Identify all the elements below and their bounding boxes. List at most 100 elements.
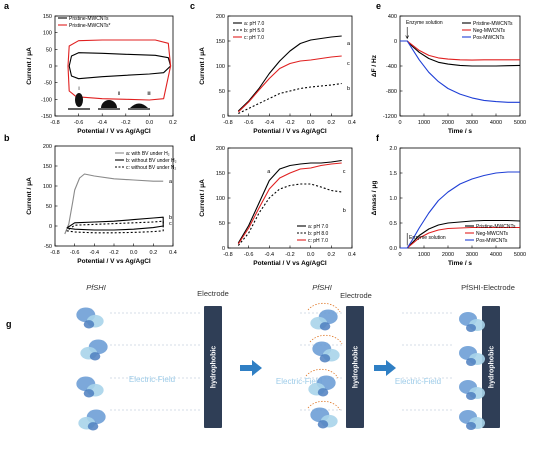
- legend-entry: Pristine-MWCNTs*: [69, 23, 110, 29]
- x-tick-label: -0.2: [121, 120, 130, 126]
- y-tick-label: -150: [41, 114, 52, 120]
- schematic-header: Electrode: [197, 289, 229, 298]
- x-tick-label: -0.6: [74, 120, 83, 126]
- chart-b: b -0.8 -0.6 -0.4 -0.2 0.0 0.2 0.4 -50 0 50 100 150 20…: [4, 133, 177, 265]
- protein-lobe: [83, 320, 95, 329]
- panel-letter-g: g: [6, 319, 12, 329]
- protein-shape: [459, 380, 485, 400]
- y-tick-label: 0: [49, 224, 52, 230]
- y-tick-label: 1.0: [389, 196, 397, 202]
- y-tick-label: 100: [216, 196, 225, 202]
- y-tick-label: 100: [43, 184, 52, 190]
- x-tick-label: 0: [398, 120, 401, 126]
- electrode-bar: [482, 306, 500, 428]
- rotation-arc: [305, 368, 339, 379]
- x-tick-label: -0.2: [285, 120, 294, 126]
- enzyme-annotation: Enzyme solution: [409, 235, 446, 241]
- chart-d: d -0.8 -0.6 -0.4 -0.2 0.0 0.2 0.4 0 50 100 150 200 Po…: [190, 133, 356, 267]
- legend-entry: Pos-MWCNTs: [476, 238, 508, 244]
- y-tick-label: 0: [222, 246, 225, 252]
- y-tick-label: 0.5: [389, 221, 397, 227]
- series-line: [237, 55, 342, 113]
- x-axis-label: Potential / V vs Ag/AgCl: [253, 128, 327, 135]
- x-tick-label: -0.6: [244, 252, 253, 258]
- x-tick-label: -0.4: [90, 250, 99, 256]
- y-tick-label: 0.0: [389, 246, 397, 252]
- electrode-label: hydrophobic: [353, 346, 360, 388]
- series-line: [66, 216, 164, 231]
- y-tick-label: 200: [216, 146, 225, 152]
- protein-shape: [80, 339, 108, 361]
- legend-entry: Pristine-MWCNTs: [69, 16, 109, 22]
- curve-label: b: [343, 208, 346, 214]
- x-tick-label: -0.4: [97, 120, 106, 126]
- y-tick-label: 1.5: [389, 171, 397, 177]
- schematic-header: PfSHI: [312, 283, 332, 292]
- series-line: [238, 82, 342, 114]
- y-tick-label: 150: [43, 164, 52, 170]
- x-tick-label: -0.8: [50, 250, 59, 256]
- protein-lobe: [89, 352, 101, 361]
- protein-shape: [459, 346, 485, 366]
- protein-lobe: [317, 420, 329, 429]
- protein-shape: [76, 376, 104, 398]
- droplet-label: ⅲ: [147, 90, 151, 97]
- series-line: [237, 35, 342, 112]
- series-line: [67, 39, 172, 101]
- series-line: [400, 40, 521, 67]
- y-tick-label: 50: [46, 47, 52, 53]
- x-tick-label: 2000: [442, 252, 454, 258]
- x-tick-label: -0.8: [223, 120, 232, 126]
- protein-lobe: [466, 392, 476, 400]
- series-line: [68, 52, 172, 80]
- panel-letter-a: a: [4, 1, 10, 11]
- y-tick-label: 0: [394, 39, 397, 45]
- panel-letter-f: f: [376, 133, 380, 143]
- field-label: Electric-Field: [395, 377, 441, 386]
- x-tick-label: 1000: [418, 252, 430, 258]
- legend-entry: a: pH 7.0: [308, 224, 329, 230]
- curve-label: a: [267, 169, 271, 175]
- y-tick-label: -800: [386, 89, 397, 95]
- protein-lobe: [317, 388, 329, 397]
- y-axis-label: Current / μA: [199, 47, 206, 85]
- protein-shape: [78, 409, 106, 431]
- legend-entry: b: pH 5.0: [244, 28, 265, 34]
- y-axis-label: ΔF / Hz: [371, 54, 378, 77]
- enzyme-annotation: Enzyme solution: [406, 20, 443, 26]
- x-tick-label: 3000: [466, 120, 478, 126]
- y-axis-label: Current / μA: [199, 179, 206, 217]
- x-tick-label: -0.8: [223, 252, 232, 258]
- x-tick-label: 0.2: [328, 120, 336, 126]
- series-line: [400, 219, 521, 249]
- y-tick-label: 100: [216, 64, 225, 70]
- curve-label: a: [169, 179, 173, 185]
- series-line: [400, 40, 520, 103]
- field-label: Electric-Field: [276, 377, 322, 386]
- droplet-shape: [75, 93, 83, 107]
- charts-layer: a -0.8 -0.6 -0.4 -0.2 0.0 0.2 -150 -100 -50 0 50 100…: [4, 1, 526, 267]
- annotation-arrowhead: [405, 35, 409, 40]
- protein-shape: [76, 307, 104, 329]
- curve-label: a: [347, 41, 351, 47]
- y-tick-label: -100: [41, 97, 52, 103]
- protein-shape: [310, 407, 338, 429]
- droplet-shape: [130, 103, 148, 108]
- legend-entry: Neg-MWCNTs: [473, 28, 505, 34]
- legend-entry: a: with BV under H₂: [126, 151, 170, 157]
- chart-c: c -0.8 -0.6 -0.4 -0.2 0.0 0.2 0.4 0 50 100 150 200 Po…: [190, 1, 356, 135]
- x-axis-label: Potential / V vs Ag/AgCl: [253, 260, 327, 267]
- y-axis-label: Δmass / μg: [371, 181, 378, 216]
- legend-entry: Neg-MWCNTs: [476, 231, 508, 237]
- legend-entry: c: pH 7.0: [244, 35, 264, 41]
- y-tick-label: 150: [216, 171, 225, 177]
- electrode-bar: [204, 306, 222, 428]
- panel-letter-c: c: [190, 1, 195, 11]
- chart-e: e 0 1000 2000 3000 4000 5000 -1200 -800 -400 0 400 T…: [371, 1, 526, 135]
- protein-lobe: [83, 389, 95, 398]
- series-line: [66, 220, 164, 234]
- x-tick-label: 0.0: [307, 120, 315, 126]
- y-axis-label: Current / μA: [26, 177, 33, 215]
- x-tick-label: 5000: [514, 120, 526, 126]
- x-tick-label: -0.6: [244, 120, 253, 126]
